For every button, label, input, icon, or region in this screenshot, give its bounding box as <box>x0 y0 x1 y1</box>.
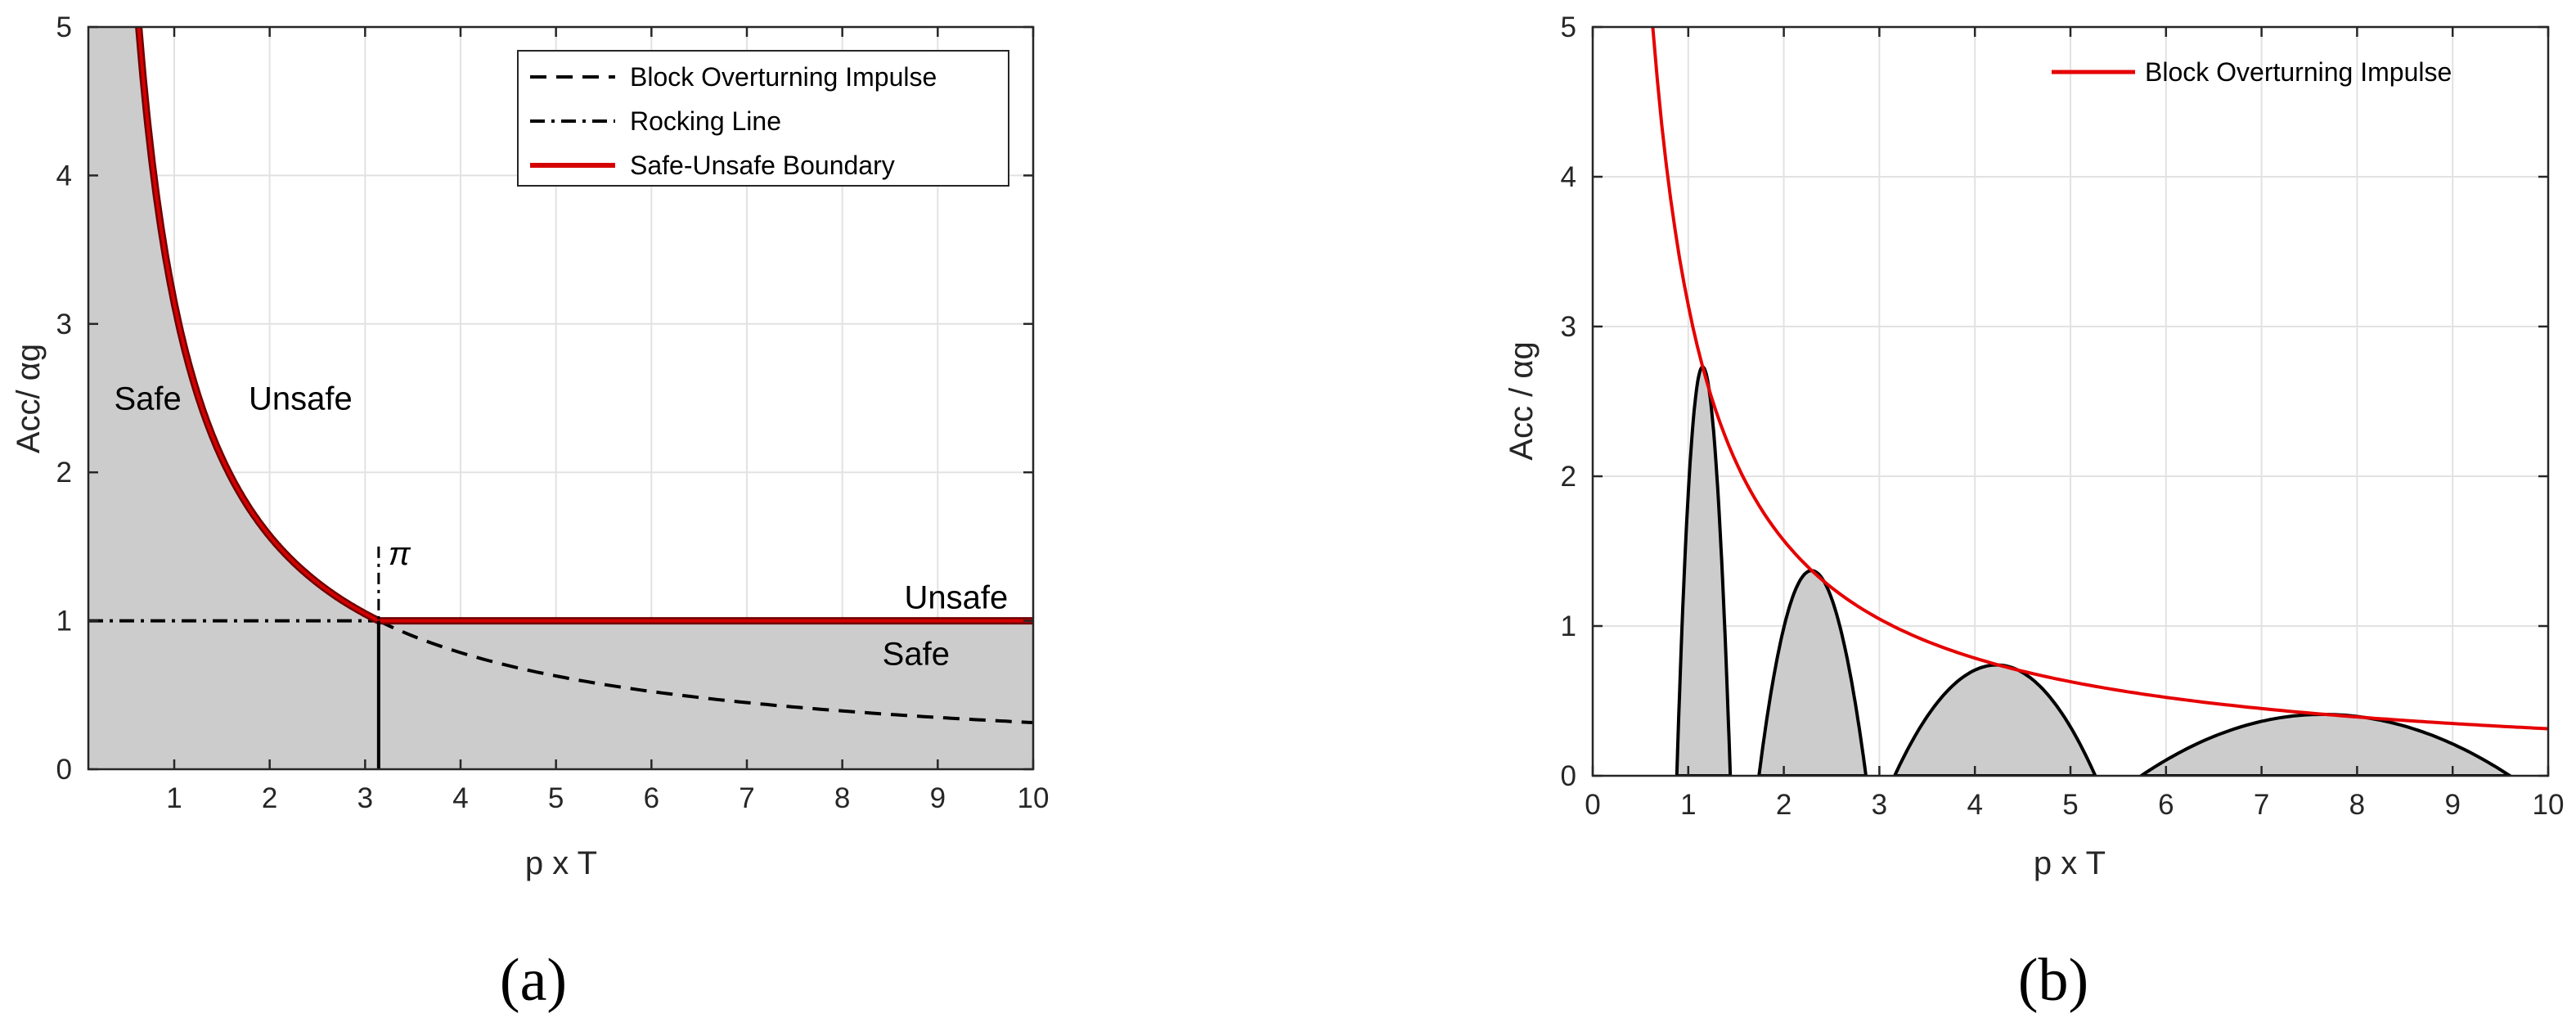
panel-b-x-axis-label: p x T <box>2034 845 2106 881</box>
panel-a-annotation-unsafe-left: Unsafe <box>249 381 353 417</box>
panel-a-safe-unsafe-boundary <box>137 27 1033 623</box>
panel-b-lobes <box>1675 365 2514 776</box>
panel-b-label: (b) <box>2018 947 2088 1014</box>
panel-a-safe-region-bottom <box>378 620 1033 769</box>
panel-a-annotation-unsafe-right: Unsafe <box>905 580 1009 616</box>
panel-a-pi-label: π <box>389 536 411 572</box>
panel-a-x-tick-label: 3 <box>357 782 373 814</box>
panel-a-chart: π Safe Unsafe Unsafe Safe 1 2 3 4 5 6 7 8 9 10 0 1 2… <box>11 11 1049 1014</box>
panel-b-x-tick-label: 0 <box>1585 789 1600 821</box>
panel-a-x-tick-label: 8 <box>834 782 850 814</box>
panel-a-x-tick-label: 5 <box>548 782 564 814</box>
panel-b-legend: Block Overturning Impulse <box>2052 57 2452 87</box>
panel-a-x-tick-label: 6 <box>644 782 659 814</box>
panel-b-y-tick-label: 3 <box>1561 311 1576 343</box>
panel-b-x-tick-label: 7 <box>2254 789 2269 821</box>
panel-b-x-tick-label: 3 <box>1872 789 1887 821</box>
panel-b-x-tick-label: 4 <box>1967 789 1982 821</box>
panel-b-y-tick-label: 2 <box>1561 461 1576 493</box>
panel-b-x-tick-label: 9 <box>2444 789 2460 821</box>
panel-b-y-tick-label: 0 <box>1561 760 1576 792</box>
panel-a-y-tick-label: 4 <box>56 160 72 191</box>
panel-a-y-tick-label: 3 <box>56 309 72 340</box>
panel-b-x-tick-label: 10 <box>2533 789 2565 821</box>
panel-a-x-tick-label: 7 <box>739 782 754 814</box>
panel-b-ticks: 0 1 2 3 4 5 6 7 8 9 10 0 1 2 3 4 5 <box>1561 11 2565 821</box>
panel-a-y-axis-label: Acc/ αg <box>11 344 47 453</box>
panel-a-x-axis-label: p x T <box>525 845 597 881</box>
panel-b-y-tick-label: 1 <box>1561 610 1576 642</box>
panel-a-y-tick-label: 0 <box>56 754 72 786</box>
panel-b-y-axis-label: Acc / αg <box>1504 341 1540 460</box>
panel-a-x-tick-label: 9 <box>930 782 946 814</box>
panel-a-label: (a) <box>500 947 567 1014</box>
panel-b-legend-label-0: Block Overturning Impulse <box>2145 57 2452 87</box>
panel-b-y-tick-label: 4 <box>1561 161 1576 193</box>
panel-b-x-tick-label: 2 <box>1776 789 1792 821</box>
panel-b-x-tick-label: 1 <box>1680 789 1696 821</box>
panel-b-y-tick-label: 5 <box>1561 11 1576 43</box>
panel-a-x-tick-label: 10 <box>1018 782 1050 814</box>
panel-b-x-tick-label: 5 <box>2062 789 2078 821</box>
panel-a-ticks: 1 2 3 4 5 6 7 8 9 10 0 1 2 3 4 5 <box>56 11 1050 814</box>
panel-a-y-tick-label: 1 <box>56 606 72 637</box>
panel-a-x-tick-label: 4 <box>452 782 468 814</box>
panel-b-x-tick-label: 6 <box>2158 789 2174 821</box>
panel-a-y-tick-label: 5 <box>56 11 72 43</box>
panel-b-chart: 0 1 2 3 4 5 6 7 8 9 10 0 1 2 3 4 5 Block Overturning Imp… <box>1504 11 2564 1014</box>
panel-a-legend: Block Overturning Impulse Rocking Line S… <box>517 50 1009 187</box>
panel-a-y-tick-label: 2 <box>56 457 72 489</box>
panel-a-legend-label-0: Block Overturning Impulse <box>630 62 937 92</box>
panel-b-x-tick-label: 8 <box>2349 789 2365 821</box>
panel-a-annotation-safe-left: Safe <box>115 381 182 417</box>
panel-a-safe-region-left <box>88 27 379 769</box>
panel-a-legend-label-1: Rocking Line <box>630 106 781 136</box>
panel-a-axes-box <box>87 25 1035 771</box>
panel-a-overturning-impulse-curve <box>378 619 1033 724</box>
panel-b-overturning-impulse-curve <box>1651 27 2548 731</box>
panel-a-x-tick-label: 1 <box>166 782 182 814</box>
panel-a-x-tick-label: 2 <box>262 782 277 814</box>
panel-b-grid <box>1593 27 2548 776</box>
panel-a-legend-label-2: Safe-Unsafe Boundary <box>630 151 895 180</box>
panel-a-annotation-safe-right: Safe <box>883 637 950 673</box>
